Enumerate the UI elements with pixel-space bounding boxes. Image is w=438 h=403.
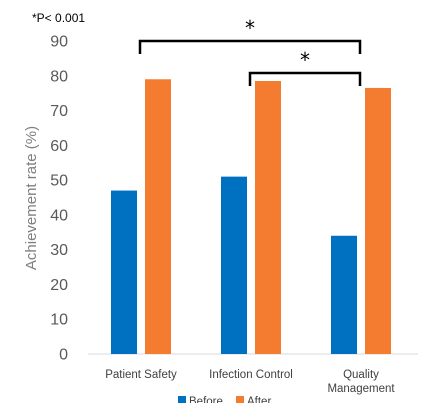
y-axis-label: Achievement rate (%) <box>23 126 40 270</box>
y-tick-label: 70 <box>50 103 68 120</box>
y-tick-label: 20 <box>50 277 68 294</box>
y-tick-label: 10 <box>50 312 68 329</box>
y-tick-label: 90 <box>50 34 68 51</box>
bar-before-0 <box>111 190 137 354</box>
legend: Before After <box>178 396 271 403</box>
y-tick-label: 30 <box>50 242 68 259</box>
y-tick-label: 80 <box>50 68 68 85</box>
significance-star: * <box>245 16 255 40</box>
legend-label: Before <box>189 396 223 403</box>
y-axis-ticks: 0 10 20 30 40 50 60 70 80 90 <box>50 34 68 364</box>
x-tick-label: Management <box>327 383 395 395</box>
y-tick-label: 50 <box>50 173 68 190</box>
y-tick-label: 40 <box>50 207 68 224</box>
x-tick-label: Patient Safety <box>105 369 177 381</box>
significance-bracket <box>138 39 362 54</box>
bar-before-1 <box>221 176 247 354</box>
legend-swatch-after <box>236 396 244 403</box>
legend-swatch-before <box>178 396 186 403</box>
bars <box>111 79 391 354</box>
bar-after-0 <box>145 79 171 354</box>
significance-bracket <box>248 71 362 86</box>
significance-brackets: ** <box>138 16 362 86</box>
legend-label: After <box>247 396 271 403</box>
bar-after-2 <box>365 87 391 354</box>
x-tick-label: Quality <box>343 369 379 381</box>
bar-before-2 <box>331 235 357 354</box>
y-tick-label: 0 <box>59 347 68 364</box>
significance-note: *P< 0.001 <box>32 11 85 25</box>
significance-star: * <box>300 48 310 72</box>
x-tick-label: Infection Control <box>209 369 293 381</box>
x-axis-categories: Patient Safety Infection Control Quality Ma… <box>105 369 395 395</box>
bar-after-1 <box>255 80 281 354</box>
y-tick-label: 60 <box>50 138 68 155</box>
